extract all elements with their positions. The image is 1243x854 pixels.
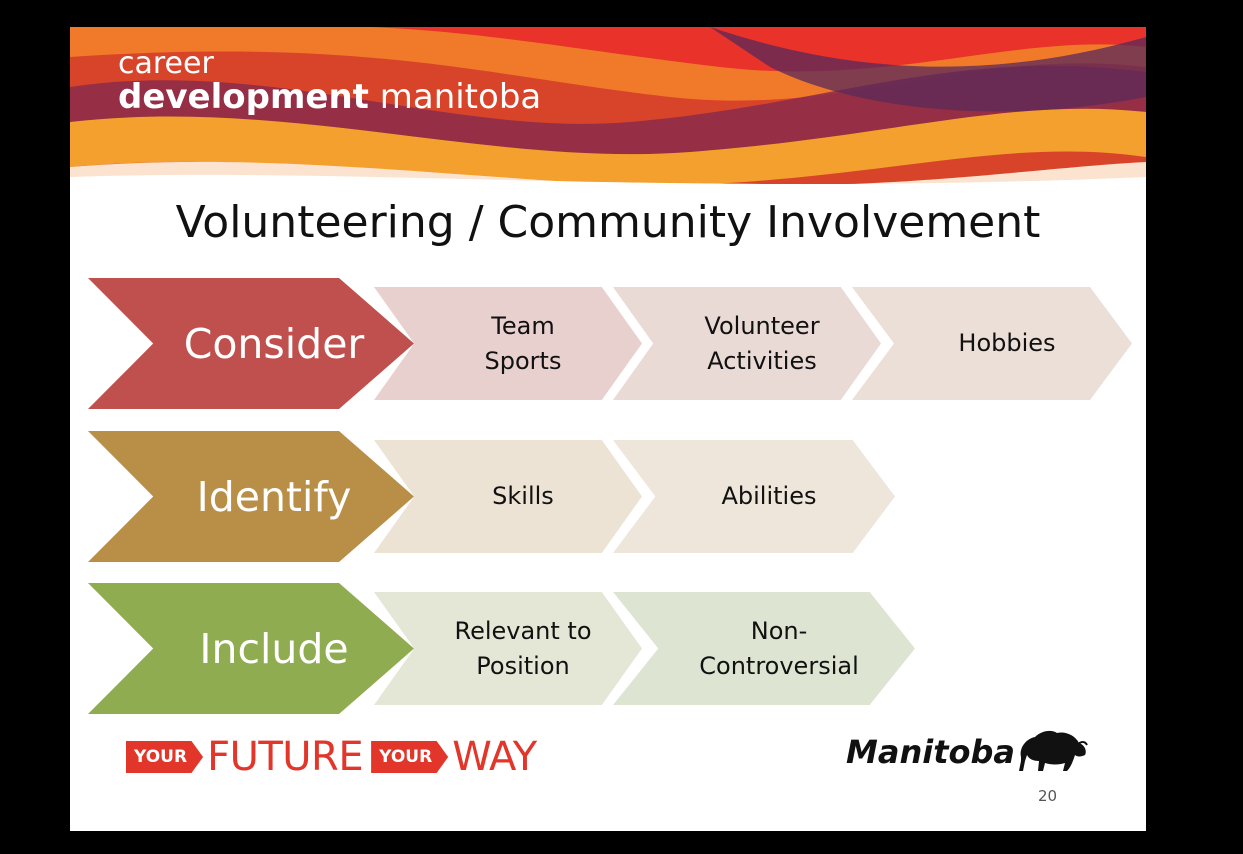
row-item-hobbies: Hobbies (852, 287, 1132, 400)
row-lead-consider: Consider (88, 278, 414, 409)
way-word: WAY (452, 734, 537, 780)
row-item-team-sports: Team Sports (374, 287, 642, 400)
row-item-non-controversial: Non- Controversial (613, 592, 915, 705)
row-item-abilities: Abilities (613, 440, 895, 553)
your-tag-1: YOUR (126, 741, 204, 773)
manitoba-logo: Manitoba (846, 727, 1089, 777)
row-item-volunteer-activities: Volunteer Activities (613, 287, 881, 400)
row-lead-include: Include (88, 583, 414, 714)
brand-line2: development manitoba (118, 80, 541, 114)
slide-title: Volunteering / Community Involvement (175, 197, 1041, 248)
page-number: 20 (1038, 787, 1058, 805)
row-item-skills: Skills (374, 440, 642, 553)
your-future-your-way-logo: YOUR FUTURE YOUR WAY (126, 733, 545, 781)
process-rows: Consider Team Sports Volunteer Activitie… (70, 27, 1146, 831)
row-lead-identify: Identify (88, 431, 414, 562)
future-word: FUTURE (207, 734, 364, 780)
brand-line2-bold: development (118, 77, 369, 117)
bison-icon (1018, 730, 1088, 771)
brand-logo: career development manitoba (118, 46, 541, 115)
row-item-relevant-to-position: Relevant to Position (374, 592, 642, 705)
your-tag-2: YOUR (371, 741, 449, 773)
slide: career development manitoba Volunteering… (70, 27, 1146, 831)
banner-graphic (70, 27, 1146, 192)
brand-line1: career (118, 46, 214, 81)
manitoba-logo-text: Manitoba (846, 733, 1015, 771)
brand-line2-rest: manitoba (379, 77, 542, 117)
